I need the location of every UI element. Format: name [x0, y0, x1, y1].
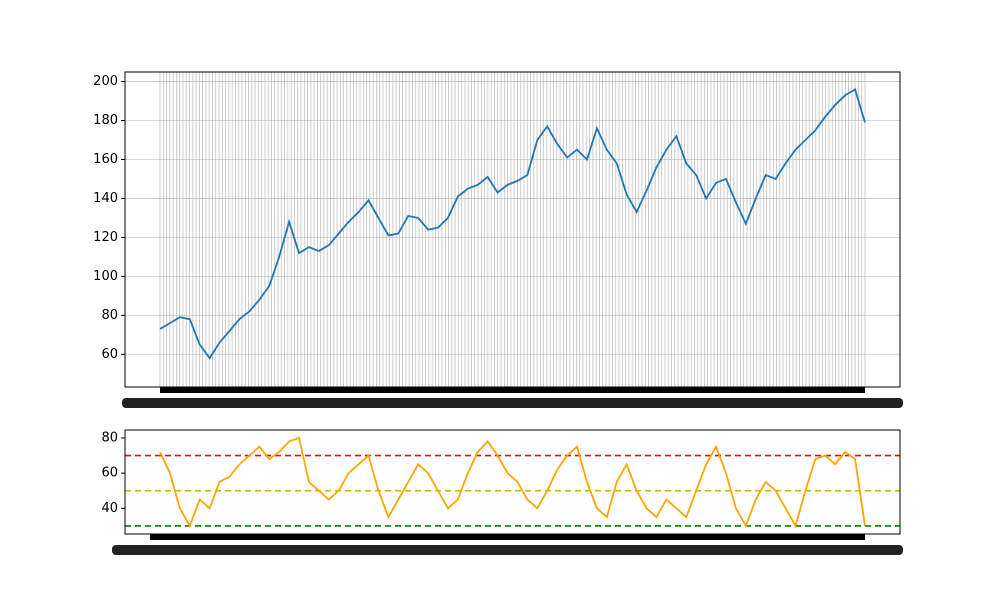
price-line [159, 87, 866, 360]
y-tick-label: 60 [101, 347, 118, 362]
y-tick-label: 180 [93, 113, 118, 128]
x-tick-label-smear [122, 398, 903, 408]
axes-frame [124, 71, 901, 388]
y-tick-label: 80 [101, 308, 118, 323]
y-tick-label: 160 [93, 152, 118, 167]
y-tick-label: 120 [93, 230, 118, 245]
y-tick-label: 100 [93, 269, 118, 284]
y-tick-label: 60 [101, 466, 118, 481]
price-line [159, 436, 866, 529]
y-tick-label: 200 [93, 74, 118, 89]
x-tick-band [160, 387, 865, 393]
x-tick-band [150, 534, 865, 540]
y-tick-label: 40 [101, 501, 118, 516]
axes-frame [124, 429, 901, 535]
y-tick-label: 140 [93, 191, 118, 206]
y-tick-label: 80 [101, 430, 118, 445]
x-tick-label-smear [112, 545, 903, 555]
